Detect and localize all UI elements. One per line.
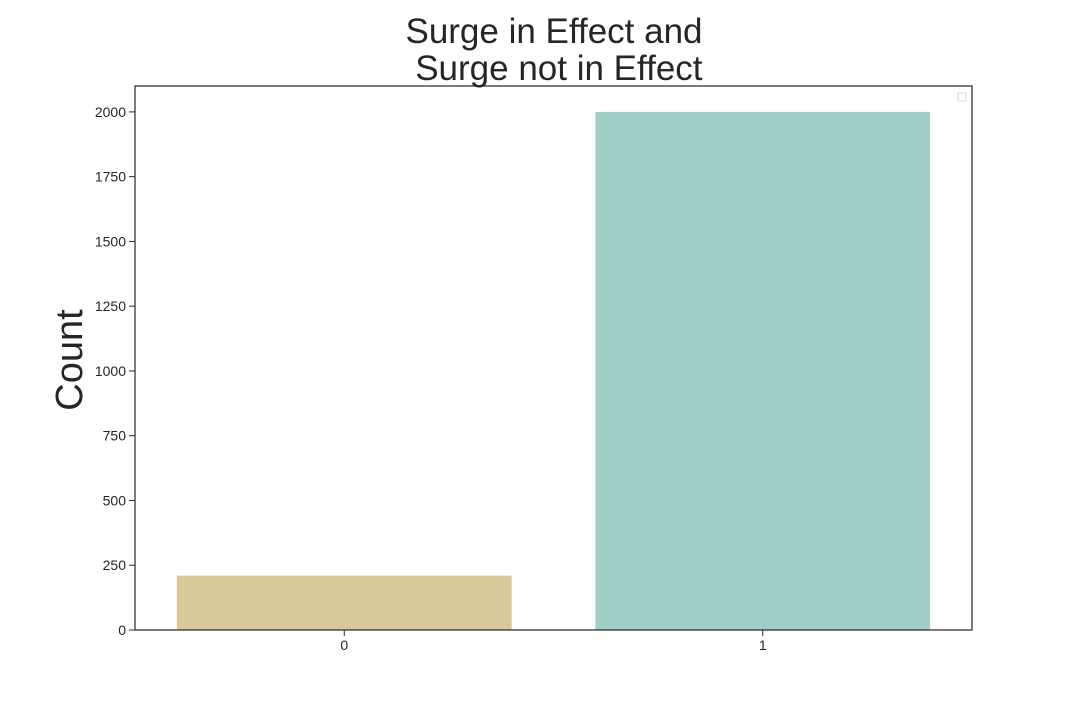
legend-box bbox=[957, 92, 967, 102]
y-tick-label: 250 bbox=[103, 557, 127, 573]
bar-1 bbox=[595, 111, 931, 630]
plot-area-frame bbox=[134, 85, 973, 631]
y-tick-label: 1500 bbox=[95, 233, 126, 249]
y-tick-label: 500 bbox=[103, 492, 127, 508]
y-axis-ticks: 0 250 500 750 1000 1250 1500 1750 2000 bbox=[95, 104, 135, 638]
bar-0 bbox=[176, 575, 512, 630]
y-tick-label: 750 bbox=[103, 428, 127, 444]
y-axis-label: Count bbox=[49, 309, 91, 411]
bars bbox=[176, 111, 931, 630]
y-tick-label: 1250 bbox=[95, 298, 126, 314]
x-tick-label: 0 bbox=[340, 637, 348, 653]
y-tick-label: 1750 bbox=[95, 169, 126, 185]
chart-title-line-2: Surge not in Effect bbox=[405, 49, 702, 88]
y-tick-label: 0 bbox=[118, 622, 126, 638]
y-tick-label: 1000 bbox=[95, 363, 126, 379]
chart-title-line-1: Surge in Effect and bbox=[405, 12, 702, 51]
y-tick-label: 2000 bbox=[95, 104, 126, 120]
x-tick-label: 1 bbox=[759, 637, 767, 653]
